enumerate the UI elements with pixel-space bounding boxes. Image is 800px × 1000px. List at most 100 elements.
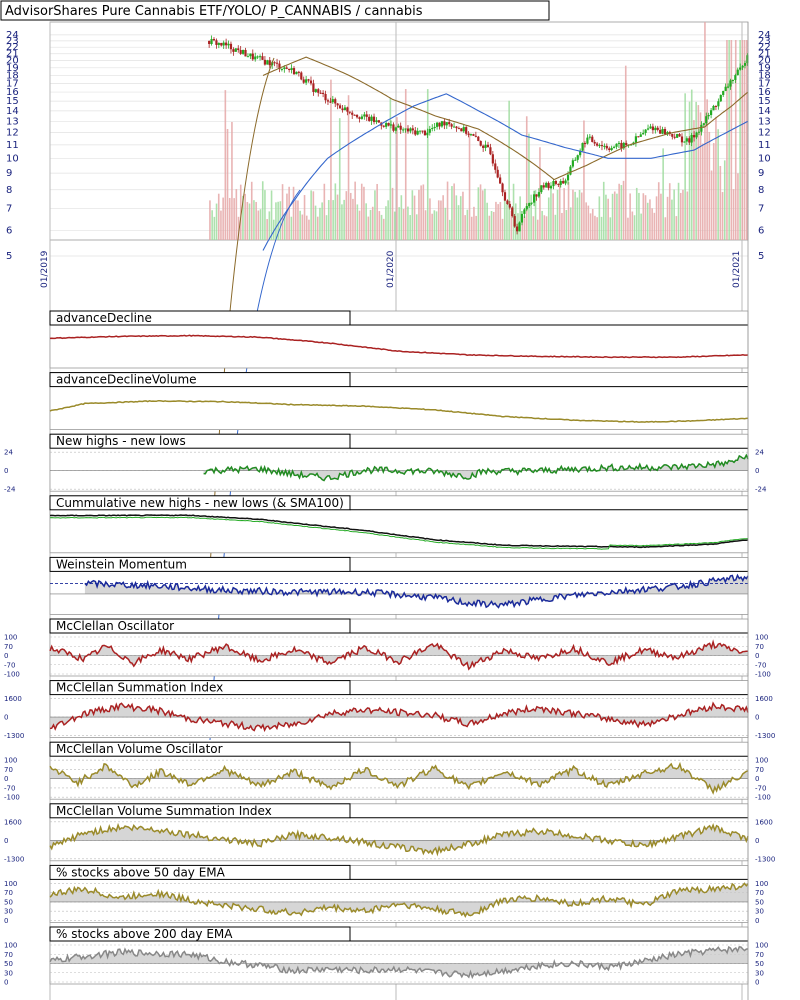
volume-bar xyxy=(649,199,651,240)
candle-body xyxy=(426,132,429,136)
candle-body xyxy=(370,116,373,121)
candle-body xyxy=(389,124,393,126)
volume-bar xyxy=(662,148,664,240)
price-tick-label-right: 8 xyxy=(758,185,764,196)
volume-bar xyxy=(629,193,631,240)
candle-body xyxy=(726,86,730,88)
volume-bar xyxy=(277,201,279,240)
volume-bar xyxy=(473,206,475,240)
volume-bar xyxy=(323,183,326,240)
candle-body xyxy=(363,114,366,117)
candle-body xyxy=(275,62,279,64)
candle-body xyxy=(428,129,431,133)
panel-y-label-right: 70 xyxy=(755,951,764,959)
volume-bar xyxy=(387,200,389,240)
candle-body xyxy=(714,105,718,107)
panel-y-label-right: 70 xyxy=(755,766,764,774)
panel-title: McClellan Volume Oscillator xyxy=(56,742,223,756)
panel-series-line xyxy=(49,399,749,423)
panel-y-label-right: 70 xyxy=(755,643,764,651)
panel-y-label-left: 70 xyxy=(4,889,13,897)
volume-bar xyxy=(253,200,255,240)
candle-body xyxy=(239,50,242,54)
candle-body xyxy=(690,135,693,143)
price-tick-label-right: 20 xyxy=(758,56,771,67)
price-tick-label-right: 18 xyxy=(758,70,771,81)
candle-body xyxy=(326,100,330,102)
candle-body xyxy=(661,128,664,134)
candle-body xyxy=(406,128,410,132)
candle-body xyxy=(622,142,625,149)
candle-body xyxy=(312,83,315,92)
volume-bar xyxy=(270,190,273,240)
volume-bar xyxy=(642,193,645,240)
panel-y-label-left: 50 xyxy=(4,898,13,906)
candle-body xyxy=(709,110,713,116)
candle-body xyxy=(249,53,252,57)
panel-y-label-right: 24 xyxy=(755,449,764,457)
price-tick-label-right: 23 xyxy=(758,36,771,47)
candle-body xyxy=(305,79,308,83)
volume-bar xyxy=(572,189,574,240)
panel-title-box xyxy=(49,556,351,572)
panel-y-label-right: 30 xyxy=(755,908,764,916)
panel-y-label-left: 0 xyxy=(4,714,8,722)
volume-bar xyxy=(294,200,297,240)
candle-body xyxy=(266,60,269,65)
volume-bar xyxy=(220,210,222,240)
price-tick-label-right: 5 xyxy=(758,251,764,262)
volume-bar xyxy=(704,22,706,240)
panel-y-label-left: 0 xyxy=(4,917,8,925)
price-tick-label-left: 21 xyxy=(6,49,19,60)
volume-bar xyxy=(726,40,728,240)
date-tick-label: 01/2020 xyxy=(386,250,396,288)
candle-body xyxy=(469,134,473,136)
panel-y-label-right: -100 xyxy=(755,794,771,802)
candle-body xyxy=(292,68,296,75)
candle-body xyxy=(591,136,594,142)
volume-bar xyxy=(673,189,675,240)
panel-y-label-left: -24 xyxy=(4,486,16,494)
volume-bar xyxy=(600,216,603,240)
volume-bar xyxy=(495,201,497,240)
indicator-panel: advanceDeclineVolume xyxy=(49,372,749,431)
volume-bar xyxy=(611,193,614,240)
panel-y-label-right: 0 xyxy=(755,775,759,783)
price-tick-label-left: 16 xyxy=(6,87,19,98)
volume-bar xyxy=(510,210,513,240)
volume-bar xyxy=(646,202,649,240)
candle-body xyxy=(353,114,356,116)
candle-body xyxy=(385,123,388,127)
volume-bar xyxy=(697,105,700,241)
indicator-panel: advanceDecline xyxy=(49,310,749,369)
candle-body xyxy=(244,49,247,57)
panel-y-label-right: 50 xyxy=(755,960,764,968)
candle-body xyxy=(341,108,344,111)
volume-bar xyxy=(389,97,392,240)
panel-y-label-left: 0 xyxy=(4,467,8,475)
candle-body xyxy=(746,55,749,64)
panel-y-label-left: 100 xyxy=(4,634,17,642)
panel-y-label-right: 100 xyxy=(755,757,768,765)
price-tick-label-left: 18 xyxy=(6,70,19,81)
volume-bar xyxy=(715,116,717,240)
volume-bar xyxy=(402,208,405,240)
price-tick-label-right: 10 xyxy=(758,153,771,164)
candle-body xyxy=(382,125,385,127)
panel-title: New highs - new lows xyxy=(56,434,186,448)
candle-body xyxy=(583,143,587,145)
volume-bar xyxy=(297,200,299,240)
volume-bar xyxy=(237,216,240,240)
panel-y-label-right: -1300 xyxy=(755,855,775,863)
candle-body xyxy=(598,145,601,147)
volume-bar xyxy=(552,193,554,240)
volume-bar xyxy=(741,40,744,240)
volume-bar xyxy=(448,219,451,240)
candle-body xyxy=(486,144,490,148)
volume-bar xyxy=(587,205,590,240)
candle-body xyxy=(528,203,531,207)
candle-body xyxy=(537,192,541,197)
candle-body xyxy=(642,132,645,135)
volume-bar xyxy=(605,194,607,240)
